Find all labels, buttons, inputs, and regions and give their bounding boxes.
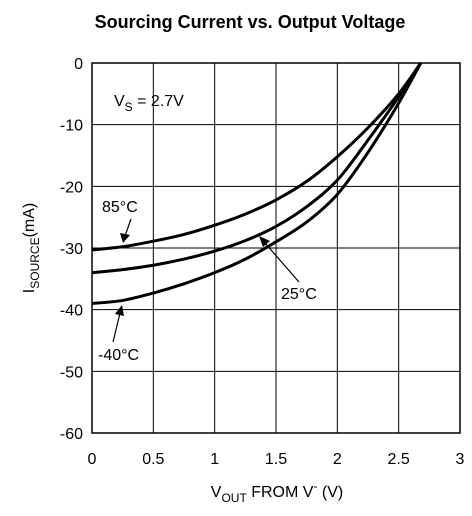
y-tick-label: 0	[74, 56, 83, 73]
curves	[91, 62, 423, 305]
condition-label: VS = 2.7V	[114, 93, 184, 114]
x-axis-label: VOUT FROM V- (V)	[211, 479, 343, 505]
x-tick-label: 0	[88, 451, 97, 468]
y-tick-label: -40	[60, 303, 83, 320]
x-tick-label: 1.5	[265, 451, 287, 468]
y-tick-label: -20	[60, 179, 83, 196]
arrow-25c	[264, 242, 300, 283]
x-tick-label: 3	[456, 451, 465, 468]
y-tick-label: -10	[60, 118, 83, 135]
arrowhead-25c	[259, 236, 270, 247]
y-axis-label: ISOURCE(mA)	[21, 203, 42, 293]
grid	[92, 63, 460, 433]
tick-labels: 0 0.5 1 1.5 2 2.5 3 0 -10 -20 -30 -40 -50 -60	[60, 56, 465, 468]
curve-85c	[91, 62, 422, 252]
series-label-85c: 85°C	[102, 199, 138, 216]
x-tick-label: 2.5	[388, 451, 410, 468]
chart-title: Sourcing Current vs. Output Voltage	[95, 12, 406, 32]
y-tick-label: -30	[60, 241, 83, 258]
x-tick-label: 0.5	[142, 451, 164, 468]
arrowhead-85c	[120, 233, 130, 243]
y-tick-label: -50	[60, 364, 83, 381]
series-label-25c: 25°C	[281, 286, 317, 303]
x-tick-label: 2	[333, 451, 342, 468]
arrow-85c	[124, 218, 132, 237]
curve-neg40c	[91, 62, 423, 305]
arrowhead-neg40c	[115, 305, 124, 316]
arrow-neg40c	[112, 312, 121, 343]
plot-frame	[91, 62, 461, 434]
curve-25c	[91, 62, 423, 275]
y-tick-label: -60	[60, 426, 83, 443]
series-label-neg40c: -40°C	[98, 347, 139, 364]
x-tick-label: 1	[210, 451, 219, 468]
